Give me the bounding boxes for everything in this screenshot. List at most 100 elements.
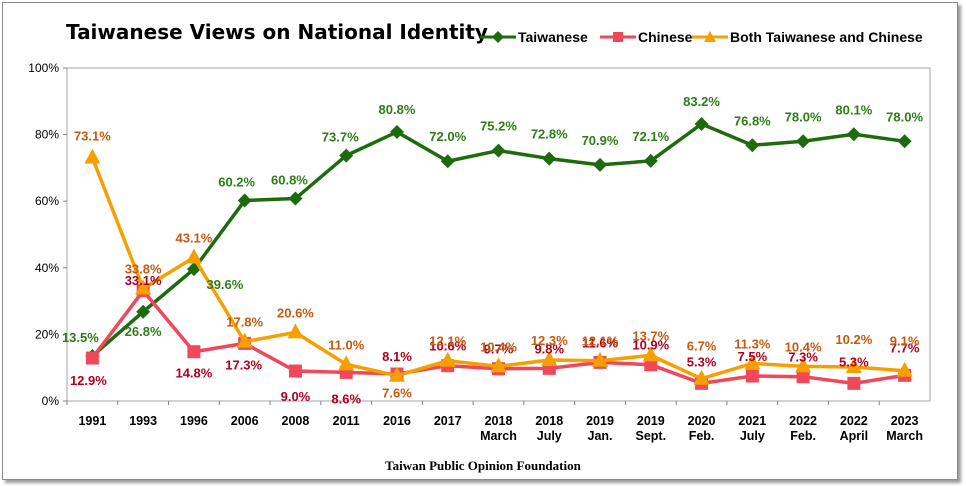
data-label: 14.8% xyxy=(175,366,212,381)
data-label: 12.9% xyxy=(70,373,107,388)
x-tick-label: 1993 xyxy=(129,414,157,428)
data-label: 7.6% xyxy=(382,386,412,401)
data-point-triangle xyxy=(592,351,609,367)
x-tick-label: 1996 xyxy=(180,414,208,428)
data-label: 78.0% xyxy=(785,109,822,124)
data-label: 10.2% xyxy=(835,332,872,347)
data-point-triangle xyxy=(135,279,152,295)
data-label: 76.8% xyxy=(734,113,771,128)
x-tick-label: 2011 xyxy=(333,414,360,428)
data-label: 80.8% xyxy=(379,102,416,117)
data-point-triangle xyxy=(338,355,355,371)
source-caption: Taiwan Public Opinion Foundation xyxy=(385,458,581,473)
data-label: 70.9% xyxy=(582,133,619,148)
data-point-diamond xyxy=(440,154,455,169)
data-point-diamond xyxy=(593,157,608,172)
data-point-triangle xyxy=(642,346,659,362)
x-tick-label: 2019 Sept. xyxy=(636,414,667,443)
data-point-diamond xyxy=(846,127,861,142)
x-tick-label: 2017 xyxy=(434,414,462,428)
y-tick-label: 20% xyxy=(35,327,59,341)
legend: Taiwanese Chinese Both Taiwanese and Chi… xyxy=(480,28,950,48)
data-label: 26.8% xyxy=(125,324,162,339)
data-point-triangle xyxy=(185,248,202,264)
x-tick-label: 2006 xyxy=(231,414,259,428)
data-point-square xyxy=(187,345,201,359)
data-label: 17.3% xyxy=(225,357,262,372)
data-label: 60.8% xyxy=(271,173,308,188)
data-label: 9.1% xyxy=(890,334,920,349)
data-point-square xyxy=(644,358,658,372)
legend-label-both: Both Taiwanese and Chinese xyxy=(730,29,923,45)
data-point-square xyxy=(796,370,810,384)
data-point-diamond xyxy=(542,151,557,166)
data-label: 73.1% xyxy=(74,129,111,144)
y-tick-label: 40% xyxy=(35,261,59,275)
data-point-triangle xyxy=(845,358,862,374)
chart-title: Taiwanese Views on National Identity xyxy=(66,20,488,44)
data-point-triangle xyxy=(439,351,456,367)
data-point-triangle xyxy=(84,148,101,164)
x-tick-label: 2020 Feb. xyxy=(688,414,716,443)
square-marker-icon xyxy=(600,32,636,42)
x-tick-label: 2018 March xyxy=(480,414,517,443)
legend-label-chinese: Chinese xyxy=(638,29,693,45)
data-label: 11.0% xyxy=(328,337,365,352)
data-point-diamond xyxy=(745,138,760,153)
x-tick-label: 2018 July xyxy=(535,414,563,443)
data-point-triangle xyxy=(388,366,405,382)
data-point-triangle xyxy=(490,357,507,373)
data-label: 10.6% xyxy=(429,339,466,354)
data-label: 8.6% xyxy=(331,391,361,406)
triangle-marker-icon xyxy=(692,31,728,42)
data-label: 83.2% xyxy=(683,94,720,109)
data-label: 9.8% xyxy=(534,341,564,356)
data-label: 73.7% xyxy=(322,130,359,145)
x-tick-label: 2022 April xyxy=(840,414,868,443)
data-label: 9.0% xyxy=(281,389,311,404)
data-label: 20.6% xyxy=(277,305,314,320)
plot-area xyxy=(66,67,931,402)
data-point-triangle xyxy=(795,357,812,373)
chart-frame xyxy=(2,2,958,480)
x-tick-label: 2021 July xyxy=(738,414,766,443)
data-label: 12.3% xyxy=(531,333,568,348)
data-point-diamond xyxy=(643,153,658,168)
data-label: 72.0% xyxy=(429,129,466,144)
data-label: 10.4% xyxy=(480,339,517,354)
data-point-square xyxy=(847,376,861,390)
data-point-diamond xyxy=(136,304,151,319)
data-label: 13.7% xyxy=(632,328,669,343)
data-label: 11.3% xyxy=(734,336,771,351)
data-label: 33.8% xyxy=(125,261,162,276)
series-group xyxy=(84,148,913,385)
data-point-diamond xyxy=(389,124,404,139)
data-label: 7.7% xyxy=(890,340,920,355)
data-label: 43.1% xyxy=(175,230,212,245)
data-label: 7.5% xyxy=(738,349,768,364)
data-label: 75.2% xyxy=(480,119,517,134)
data-point-triangle xyxy=(693,369,710,385)
data-label: 5.3% xyxy=(839,354,869,369)
y-tick-label: 80% xyxy=(35,128,59,142)
legend-label-taiwanese: Taiwanese xyxy=(518,29,588,45)
x-tick-label: 1991 xyxy=(78,414,106,428)
data-point-triangle xyxy=(896,361,913,377)
data-label: 10.9% xyxy=(632,338,669,353)
data-point-diamond xyxy=(339,148,354,163)
data-label: 39.6% xyxy=(206,277,243,292)
x-tick-label: 2022 Feb. xyxy=(789,414,817,443)
data-point-triangle xyxy=(236,332,253,348)
data-point-square xyxy=(745,369,759,383)
series-line-diamond xyxy=(91,122,905,358)
data-label: 11.6% xyxy=(582,335,619,350)
data-point-diamond xyxy=(694,116,709,131)
data-label: 72.1% xyxy=(632,129,669,144)
data-point-diamond xyxy=(288,191,303,206)
data-label: 60.2% xyxy=(218,175,255,190)
data-label: 17.8% xyxy=(226,315,263,330)
data-label: 7.3% xyxy=(788,350,818,365)
y-tick-label: 60% xyxy=(35,194,59,208)
data-point-diamond xyxy=(897,134,912,149)
diamond-marker-icon xyxy=(480,31,516,43)
